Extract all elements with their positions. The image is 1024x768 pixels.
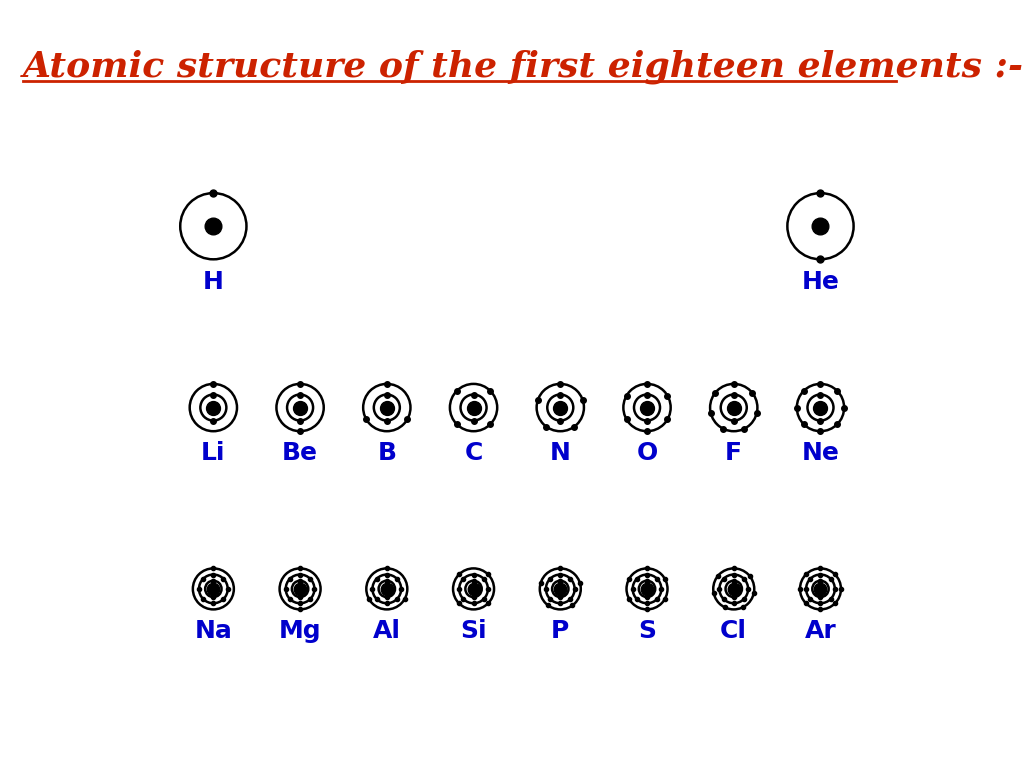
Text: Na: Na (195, 619, 232, 643)
Text: Al: Al (373, 619, 400, 643)
Text: Cl: Cl (720, 619, 748, 643)
Text: Ne: Ne (802, 441, 840, 465)
Text: F: F (725, 441, 742, 465)
Text: B: B (377, 441, 396, 465)
Text: He: He (802, 270, 840, 293)
Text: Si: Si (460, 619, 486, 643)
Text: Li: Li (201, 441, 225, 465)
Text: Mg: Mg (279, 619, 322, 643)
Text: Be: Be (282, 441, 318, 465)
Text: Atomic structure of the first eighteen elements :-: Atomic structure of the first eighteen e… (23, 50, 1024, 84)
Text: N: N (550, 441, 570, 465)
Text: P: P (551, 619, 569, 643)
Text: Ar: Ar (805, 619, 837, 643)
Text: O: O (636, 441, 657, 465)
Text: C: C (464, 441, 482, 465)
Text: H: H (203, 270, 224, 293)
Text: S: S (638, 619, 656, 643)
